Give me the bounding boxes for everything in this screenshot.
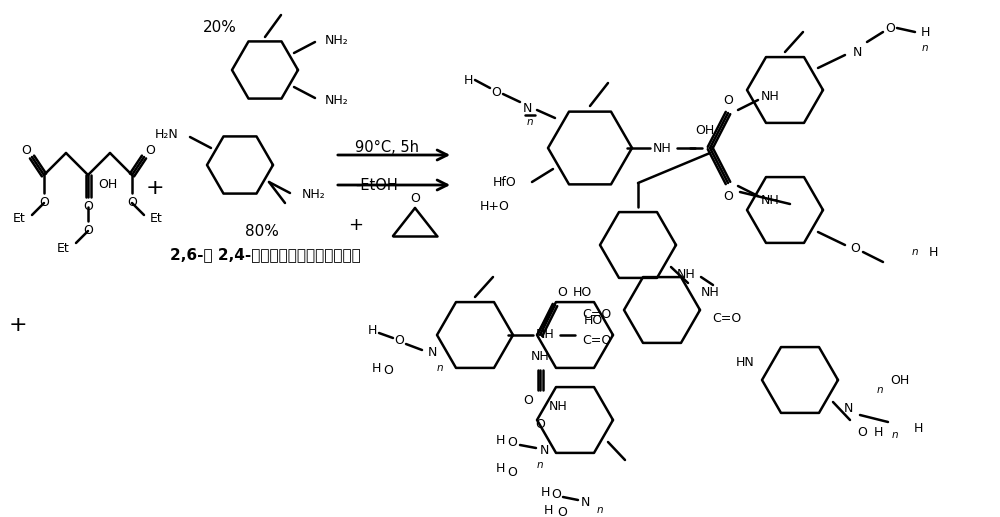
Text: H: H xyxy=(913,421,923,434)
Text: OH: OH xyxy=(98,178,117,191)
Text: H: H xyxy=(495,433,505,447)
Text: N: N xyxy=(852,45,862,58)
Text: H: H xyxy=(543,504,553,516)
Text: O: O xyxy=(127,196,137,209)
Text: O: O xyxy=(557,286,567,299)
Text: OH: OH xyxy=(890,373,910,387)
Text: 20%: 20% xyxy=(203,21,237,36)
Text: NH₂: NH₂ xyxy=(325,34,349,47)
Text: n: n xyxy=(597,505,603,515)
Text: O: O xyxy=(523,393,533,406)
Text: n: n xyxy=(877,385,883,395)
Text: NH₂: NH₂ xyxy=(302,189,326,202)
Text: H: H xyxy=(367,324,377,337)
Text: H: H xyxy=(463,73,473,86)
Text: Et: Et xyxy=(57,242,70,255)
Text: NH: NH xyxy=(536,328,554,342)
Text: N: N xyxy=(427,346,437,359)
Text: C=O: C=O xyxy=(712,312,742,325)
Text: n: n xyxy=(892,430,898,440)
Text: NH: NH xyxy=(761,89,779,102)
Text: 80%: 80% xyxy=(245,224,279,239)
Text: O: O xyxy=(507,436,517,449)
Text: HN: HN xyxy=(736,356,754,369)
Text: N: N xyxy=(580,496,590,509)
Text: NH: NH xyxy=(549,401,567,414)
Text: O: O xyxy=(723,190,733,203)
Text: H: H xyxy=(371,361,381,374)
Text: H: H xyxy=(873,425,883,438)
Text: O: O xyxy=(551,489,561,501)
Text: N: N xyxy=(539,445,549,458)
Text: NH: NH xyxy=(531,351,549,363)
Text: O: O xyxy=(885,22,895,35)
Text: 90°C, 5h: 90°C, 5h xyxy=(355,141,419,156)
Text: NH: NH xyxy=(701,285,719,298)
Text: N: N xyxy=(843,402,853,415)
Text: HfO: HfO xyxy=(492,175,516,189)
Text: H: H xyxy=(920,25,930,38)
Text: OH: OH xyxy=(695,124,715,136)
Text: n: n xyxy=(527,117,533,127)
Text: HO: HO xyxy=(572,285,592,298)
Text: NH: NH xyxy=(677,268,695,281)
Text: O: O xyxy=(83,201,93,214)
Text: n: n xyxy=(922,43,928,53)
Text: 2,6-和 2,4-甲基二氨基环己烷的混合物: 2,6-和 2,4-甲基二氨基环己烷的混合物 xyxy=(170,248,361,263)
Text: H₂N: H₂N xyxy=(154,129,178,142)
Text: O: O xyxy=(39,196,49,209)
Text: C=O: C=O xyxy=(582,309,612,322)
Text: O: O xyxy=(145,144,155,158)
Text: +: + xyxy=(348,216,363,234)
Text: O: O xyxy=(491,85,501,99)
Text: NH: NH xyxy=(761,193,779,206)
Text: O: O xyxy=(383,364,393,377)
Text: +: + xyxy=(146,178,164,198)
Text: HO: HO xyxy=(583,313,603,327)
Text: n: n xyxy=(912,247,918,257)
Text: O: O xyxy=(410,191,420,205)
Text: -EtOH: -EtOH xyxy=(355,177,398,192)
Text: Et: Et xyxy=(13,212,26,225)
Text: H: H xyxy=(540,485,550,498)
Text: +: + xyxy=(9,315,27,335)
Text: NH: NH xyxy=(653,142,671,155)
Text: n: n xyxy=(437,363,443,373)
Text: O: O xyxy=(394,334,404,347)
Text: O: O xyxy=(857,425,867,438)
Text: H+O: H+O xyxy=(480,200,510,212)
Text: O: O xyxy=(535,418,545,432)
Text: O: O xyxy=(557,507,567,517)
Text: O: O xyxy=(723,94,733,107)
Text: C=O: C=O xyxy=(582,333,612,346)
Text: H: H xyxy=(495,462,505,475)
Text: H: H xyxy=(928,246,938,258)
Text: O: O xyxy=(21,144,31,158)
Text: N: N xyxy=(522,101,532,114)
Text: O: O xyxy=(83,224,93,237)
Text: n: n xyxy=(537,460,543,470)
Text: Et: Et xyxy=(150,212,163,225)
Text: O: O xyxy=(507,465,517,479)
Text: NH₂: NH₂ xyxy=(325,94,349,107)
Text: O: O xyxy=(850,241,860,254)
